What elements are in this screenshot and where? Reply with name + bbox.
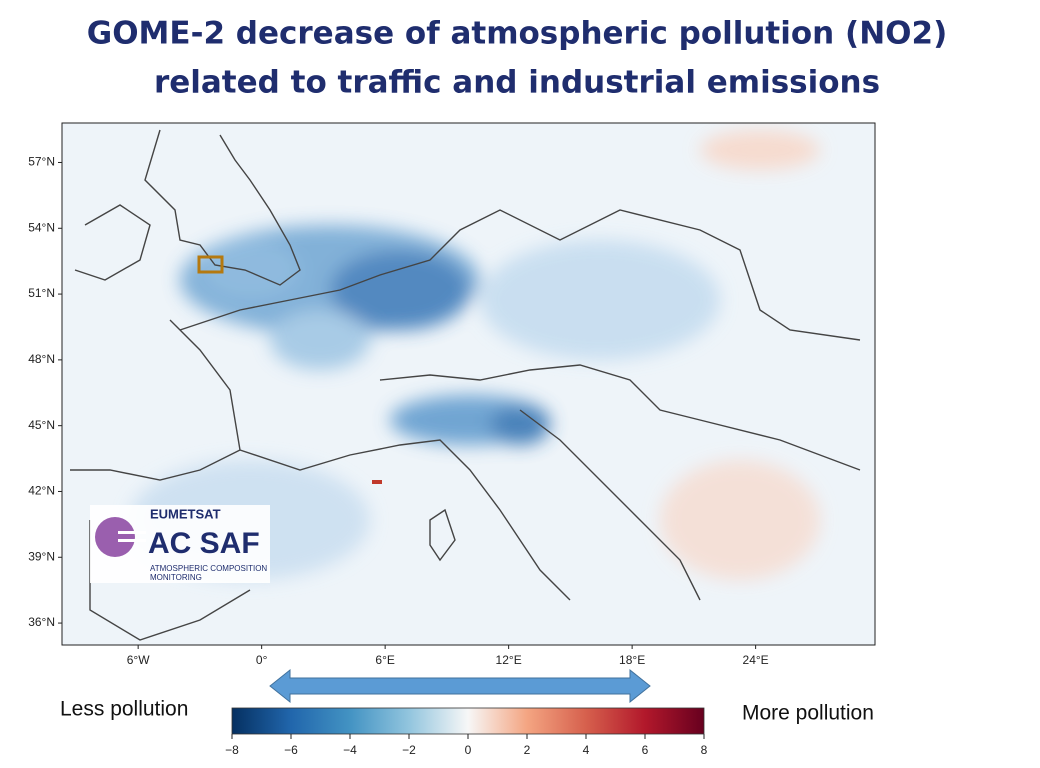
colorbar-label: 8 xyxy=(701,743,708,757)
colorbar-label: 2 xyxy=(524,743,531,757)
colorbar-label: −2 xyxy=(402,743,416,757)
logo: EUMETSAT AC SAF ATMOSPHERIC COMPOSITION … xyxy=(90,505,270,583)
colorbar-label: −8 xyxy=(225,743,239,757)
colorbar xyxy=(231,707,705,735)
lat-label: 42°N xyxy=(28,484,55,498)
title-line: related to traffic and industrial emissi… xyxy=(154,65,880,101)
lat-label: 45°N xyxy=(28,418,55,432)
map-field xyxy=(62,123,875,645)
colorbar-label: 0 xyxy=(465,743,472,757)
lon-label: 18°E xyxy=(619,653,645,667)
lat-label: 57°N xyxy=(28,155,55,169)
less-label: Less pollution xyxy=(60,698,188,721)
colorbar-label: 6 xyxy=(642,743,649,757)
lon-label: 0° xyxy=(256,653,268,667)
lat-label: 48°N xyxy=(28,352,55,366)
logo-name: AC SAF xyxy=(148,527,260,560)
colorbar-label: 4 xyxy=(583,743,590,757)
lat-label: 54°N xyxy=(28,220,55,234)
lat-label: 39°N xyxy=(28,549,55,563)
logo-org: EUMETSAT xyxy=(150,506,221,521)
arrow xyxy=(269,668,651,704)
lon-label: 6°E xyxy=(375,653,394,667)
colorbar-label: −6 xyxy=(284,743,298,757)
map-frame xyxy=(61,122,876,646)
colorbar-label: −4 xyxy=(343,743,357,757)
title-line: GOME-2 decrease of atmospheric pollution… xyxy=(87,16,948,52)
more-label: More pollution xyxy=(742,702,874,725)
logo-text: MONITORING xyxy=(150,573,202,582)
lon-label: 6°W xyxy=(127,653,150,667)
lon-label: 12°E xyxy=(496,653,522,667)
lat-label: 51°N xyxy=(28,286,55,300)
lon-label: 24°E xyxy=(743,653,769,667)
lat-label: 36°N xyxy=(28,615,55,629)
highlight-box xyxy=(197,255,224,274)
logo-text: ATMOSPHERIC COMPOSITION xyxy=(150,564,267,573)
